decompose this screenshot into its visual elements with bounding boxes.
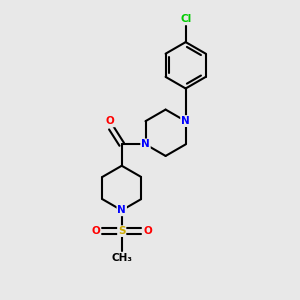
Text: CH₃: CH₃ — [111, 253, 132, 263]
Text: Cl: Cl — [180, 14, 191, 24]
Text: N: N — [181, 116, 190, 126]
Text: O: O — [143, 226, 152, 236]
Text: N: N — [181, 116, 190, 126]
Text: S: S — [118, 226, 125, 236]
Text: N: N — [141, 140, 150, 149]
Text: O: O — [106, 116, 114, 127]
Text: N: N — [117, 205, 126, 215]
Text: O: O — [92, 226, 100, 236]
